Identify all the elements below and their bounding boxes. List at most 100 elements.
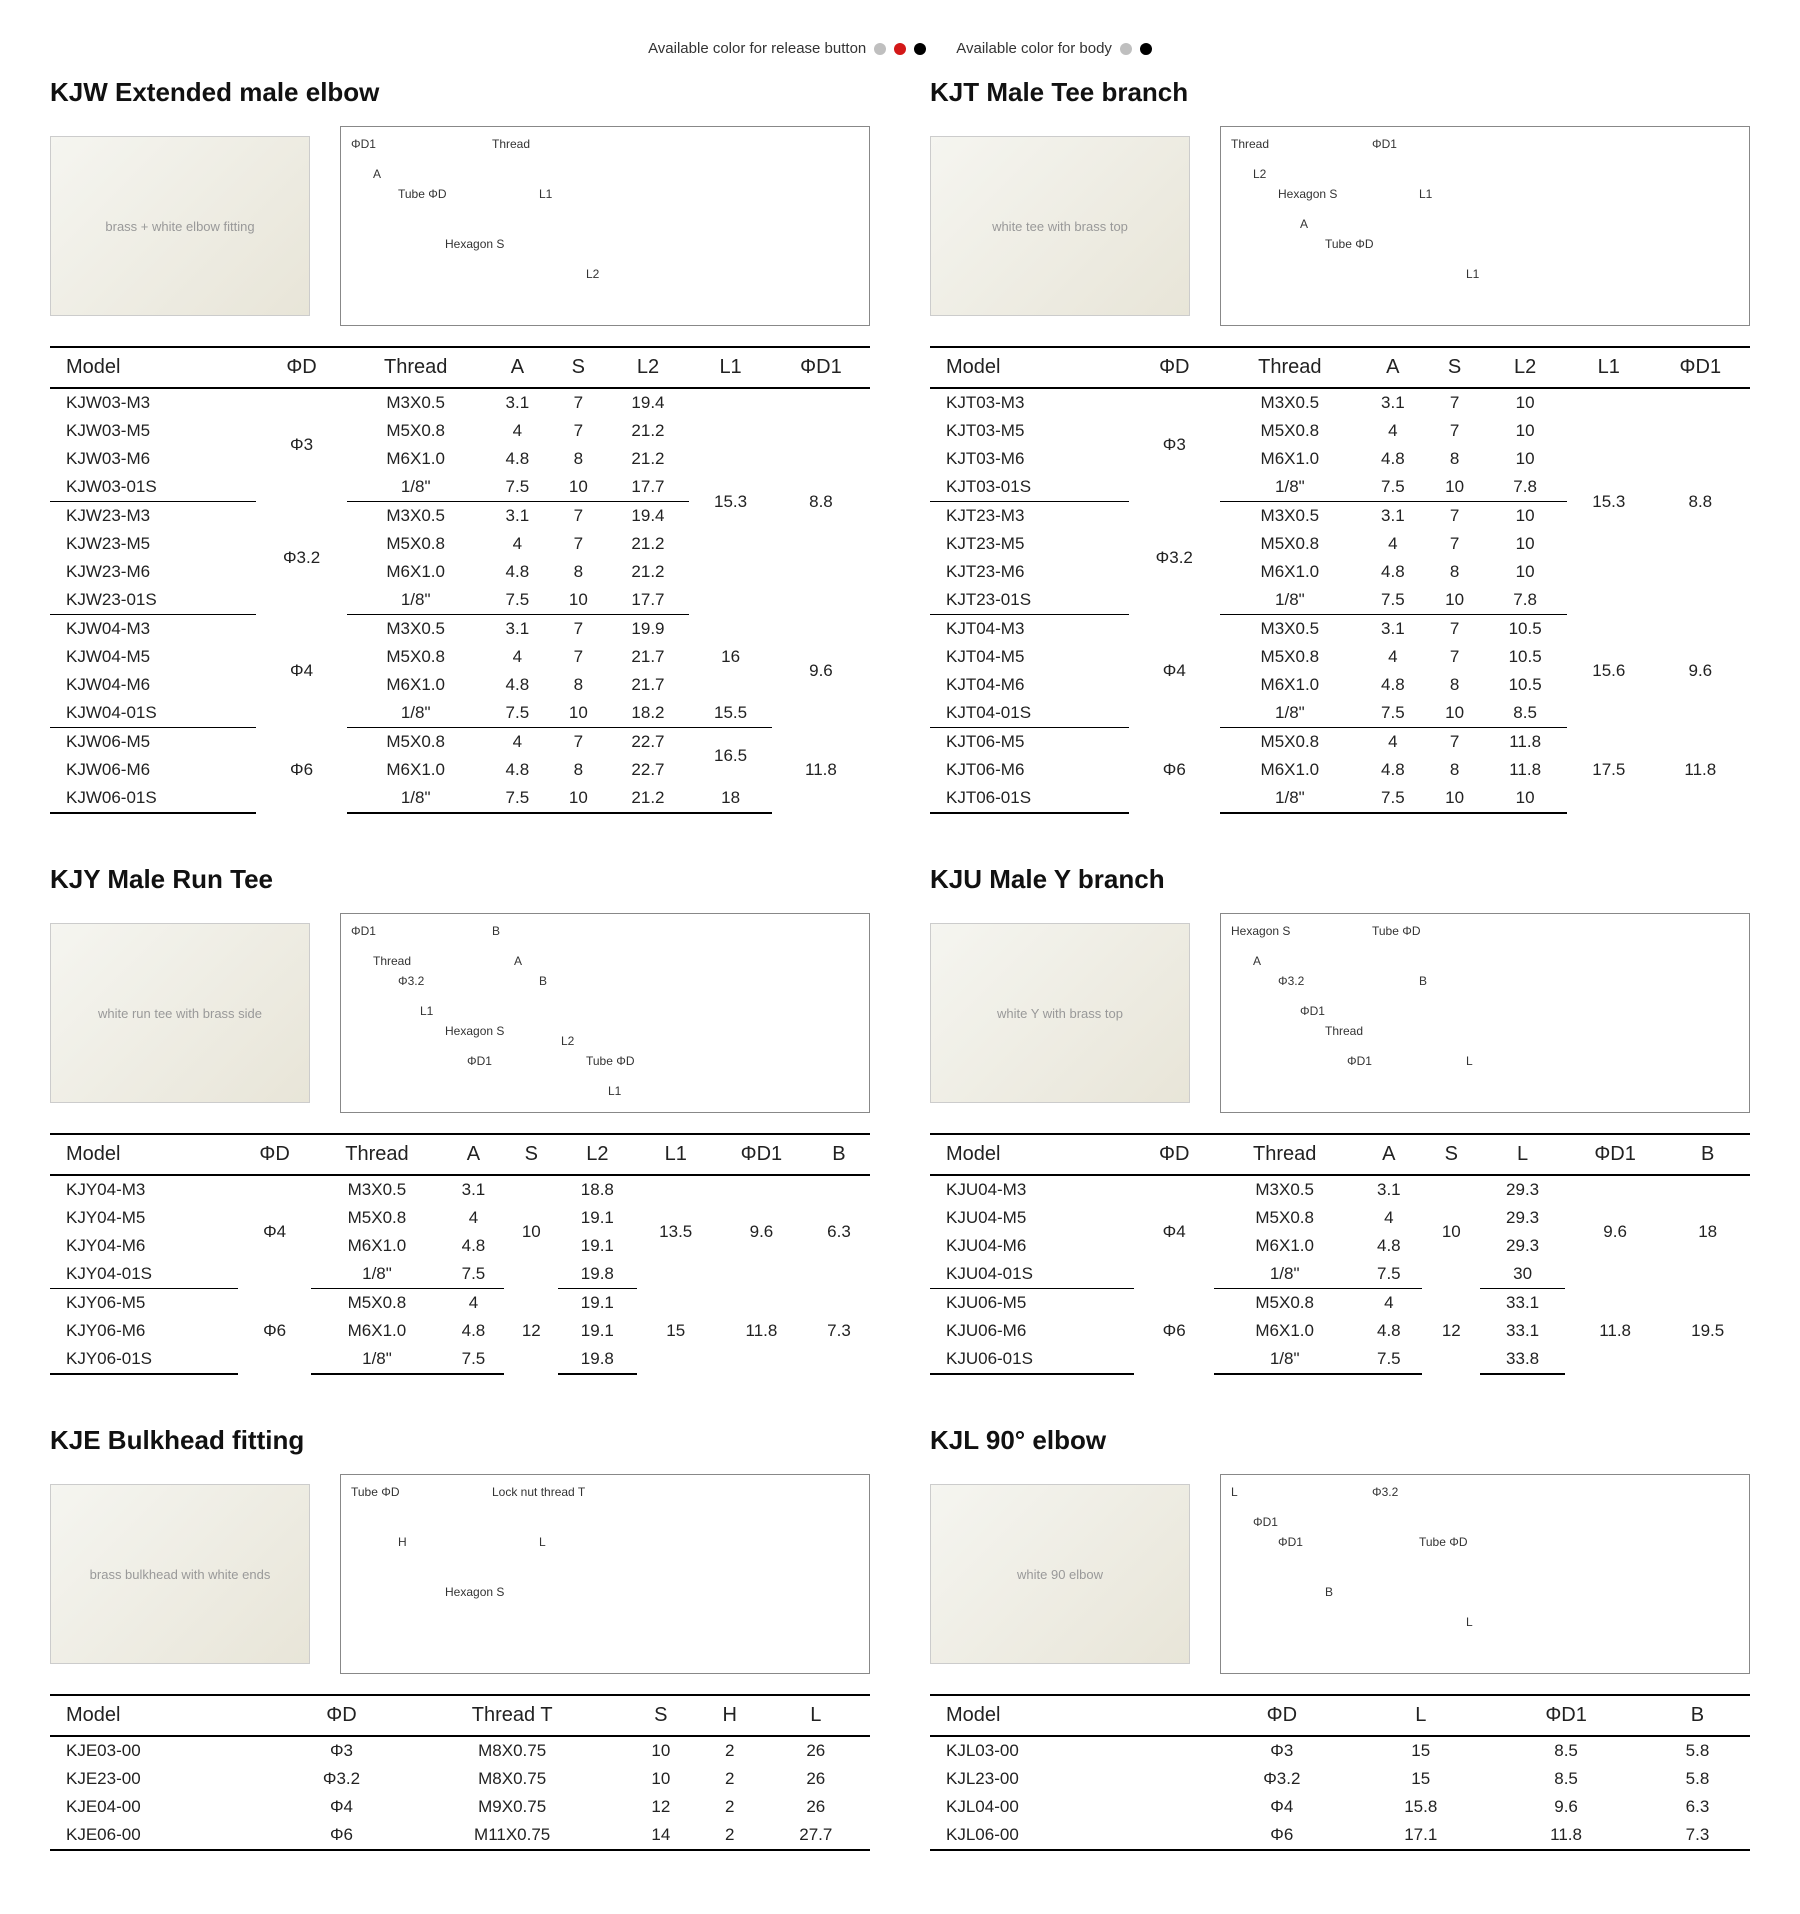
cell: M8X0.75 <box>401 1765 624 1793</box>
body-color-group: Available color for body <box>956 40 1152 57</box>
cell: 7.5 <box>485 473 550 502</box>
cell: M6X1.0 <box>347 756 485 784</box>
cell: 4.8 <box>485 445 550 473</box>
table-row: KJW04-01S1/8"7.51018.215.5 <box>50 699 870 728</box>
cell: 7 <box>1426 728 1483 757</box>
cell: 7.5 <box>1360 473 1426 502</box>
cell: 8 <box>550 756 607 784</box>
product-photo: white run tee with brass side <box>50 923 310 1103</box>
cell: KJE06-00 <box>50 1821 282 1850</box>
dot <box>914 43 926 55</box>
cell: 10 <box>1426 699 1483 728</box>
cell: M5X0.8 <box>1220 728 1360 757</box>
spec-table-kju: ModelΦDThreadASLΦD1BKJU04-M3Φ4M3X0.53.11… <box>930 1133 1750 1375</box>
section-title: KJW Extended male elbow <box>50 77 870 108</box>
cell: M6X1.0 <box>311 1317 442 1345</box>
cell: 29.3 <box>1480 1175 1565 1204</box>
col-header: ΦD1 <box>1487 1695 1645 1736</box>
cell: 10 <box>550 784 607 813</box>
cell: 3.1 <box>1355 1175 1422 1204</box>
cell: 17.7 <box>607 473 690 502</box>
cell: M9X0.75 <box>401 1793 624 1821</box>
cell: 10 <box>1483 784 1567 813</box>
cell: 1/8" <box>347 586 485 615</box>
table-row: KJE06-00Φ6M11X0.7514227.7 <box>50 1821 870 1850</box>
product-photo: white Y with brass top <box>930 923 1190 1103</box>
table-row: KJL06-00Φ617.111.87.3 <box>930 1821 1750 1850</box>
cell: KJY04-01S <box>50 1260 238 1289</box>
cell: 10 <box>504 1175 558 1289</box>
cell: 7.5 <box>1360 699 1426 728</box>
diagram-label: ΦD1 <box>1278 1535 1303 1549</box>
cell: KJW06-M5 <box>50 728 256 757</box>
cell: KJT06-M6 <box>930 756 1129 784</box>
cell: KJT23-M5 <box>930 530 1129 558</box>
cell: Φ3 <box>256 388 346 502</box>
cell: 8 <box>550 558 607 586</box>
cell: 7.8 <box>1483 586 1567 615</box>
cell: KJU06-01S <box>930 1345 1134 1374</box>
cell: 10 <box>1483 417 1567 445</box>
col-header: ΦD1 <box>772 347 870 388</box>
diagram-label: Tube ΦD <box>351 1485 399 1499</box>
figure-row: brass + white elbow fitting ΦD1Tube ΦDHe… <box>50 126 870 326</box>
cell: M3X0.5 <box>347 502 485 531</box>
cell: KJT04-01S <box>930 699 1129 728</box>
diagram-label: Hexagon S <box>1231 924 1290 938</box>
cell: 15.3 <box>1567 388 1651 615</box>
col-header: A <box>485 347 550 388</box>
diagram-label: ΦD1 <box>1347 1054 1372 1068</box>
cell: Φ6 <box>1134 1289 1214 1375</box>
cell: KJW03-M6 <box>50 445 256 473</box>
col-header: Model <box>50 1695 282 1736</box>
col-header: Model <box>930 1695 1209 1736</box>
cell: 29.3 <box>1480 1232 1565 1260</box>
cell: M5X0.8 <box>1220 417 1360 445</box>
cell: 1/8" <box>1220 784 1360 813</box>
cell: 16.5 <box>689 728 772 785</box>
table-row: KJL04-00Φ415.89.66.3 <box>930 1793 1750 1821</box>
table-row: KJT03-M3Φ3M3X0.53.171015.38.8 <box>930 388 1750 417</box>
diagram-label: L <box>539 1535 546 1549</box>
cell: KJU04-M3 <box>930 1175 1134 1204</box>
table-row: KJL03-00Φ3158.55.8 <box>930 1736 1750 1765</box>
spec-table-kjw: ModelΦDThreadASL2L1ΦD1KJW03-M3Φ3M3X0.53.… <box>50 346 870 814</box>
cell: 10 <box>1483 445 1567 473</box>
cell: 10 <box>550 699 607 728</box>
product-photo: white 90 elbow <box>930 1484 1190 1664</box>
figure-row: white 90 elbow LΦD1BΦ3.2Tube ΦDLΦD1 <box>930 1474 1750 1674</box>
cell: 10 <box>1483 388 1567 417</box>
cell: 33.8 <box>1480 1345 1565 1374</box>
cell: 7 <box>550 530 607 558</box>
col-header: H <box>698 1695 762 1736</box>
cell: M5X0.8 <box>347 417 485 445</box>
col-header: ΦD <box>1129 347 1220 388</box>
cell: KJL23-00 <box>930 1765 1209 1793</box>
cell: 10 <box>1483 558 1567 586</box>
cell: 19.4 <box>607 502 690 531</box>
release-label: Available color for release button <box>648 40 866 57</box>
cell: 21.2 <box>607 558 690 586</box>
cell: 15.8 <box>1354 1793 1487 1821</box>
cell: 4 <box>1355 1204 1422 1232</box>
col-header: ΦD1 <box>1651 347 1750 388</box>
section-kjy: KJY Male Run Tee white run tee with bras… <box>50 864 870 1375</box>
col-header: S <box>550 347 607 388</box>
cell: KJY06-01S <box>50 1345 238 1374</box>
diagram-label: Lock nut thread T <box>492 1485 585 1499</box>
cell: 4.8 <box>1360 445 1426 473</box>
technical-diagram: LΦD1BΦ3.2Tube ΦDLΦD1 <box>1220 1474 1750 1674</box>
cell: Φ6 <box>1209 1821 1354 1850</box>
cell: KJU04-01S <box>930 1260 1134 1289</box>
cell: 4 <box>1360 417 1426 445</box>
cell: M5X0.8 <box>311 1204 442 1232</box>
diagram-label: L1 <box>1419 187 1432 201</box>
cell: 4 <box>1360 530 1426 558</box>
diagram-label: A <box>373 167 381 181</box>
cell: 3.1 <box>442 1175 504 1204</box>
page-grid: KJW Extended male elbow brass + white el… <box>50 77 1750 1851</box>
diagram-label: L1 <box>539 187 552 201</box>
cell: 7 <box>1426 417 1483 445</box>
cell: 21.7 <box>607 643 690 671</box>
col-header: Thread <box>311 1134 442 1175</box>
